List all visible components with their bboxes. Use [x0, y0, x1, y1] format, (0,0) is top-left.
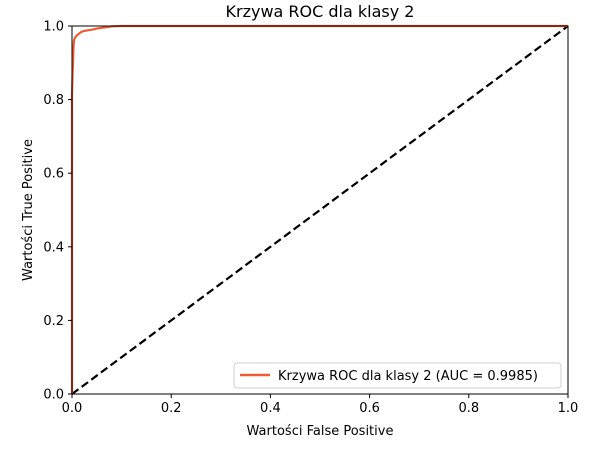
legend-box — [233, 362, 562, 389]
x-tick-label: 1.0 — [558, 401, 579, 416]
y-axis-label: Wartości True Positive — [21, 139, 36, 281]
x-tick-label: 0.2 — [161, 401, 182, 416]
x-tick-label: 0.4 — [260, 401, 281, 416]
chance-diagonal-line — [71, 25, 569, 395]
plot-frame — [71, 25, 569, 395]
x-tick-label: 0.6 — [359, 401, 380, 416]
y-tick-label: 0.2 — [43, 314, 64, 329]
x-tick-label: 0.0 — [62, 401, 83, 416]
chart-title: Krzywa ROC dla klasy 2 — [226, 2, 415, 21]
y-tick-label: 0.0 — [43, 388, 64, 403]
x-tick-label: 0.8 — [458, 401, 479, 416]
y-tick-label: 1.0 — [43, 20, 64, 35]
y-tick-label: 0.6 — [43, 167, 64, 182]
legend: Krzywa ROC dla klasy 2 (AUC = 0.9985) — [233, 362, 562, 389]
roc-curve-line — [70, 24, 568, 394]
x-axis-label: Wartości False Positive — [247, 424, 394, 439]
y-tick-label: 0.8 — [43, 93, 64, 108]
legend-label-roc: Krzywa ROC dla klasy 2 (AUC = 0.9985) — [278, 369, 538, 384]
y-tick-label: 0.4 — [43, 240, 64, 255]
